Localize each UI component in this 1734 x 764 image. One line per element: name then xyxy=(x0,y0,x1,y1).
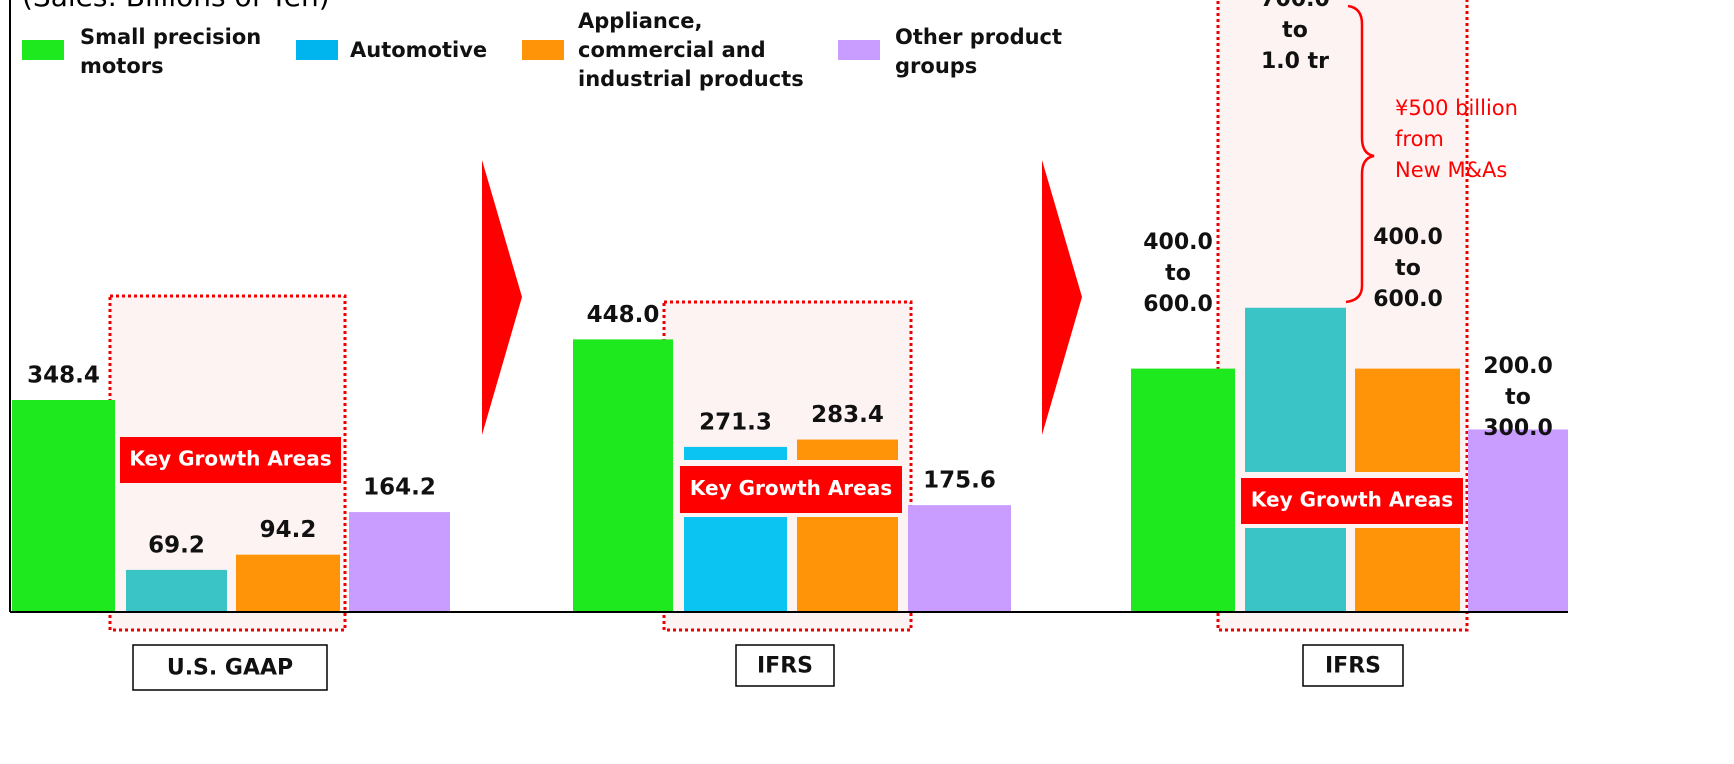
legend-label: Other product groups xyxy=(895,25,1069,78)
category-box xyxy=(132,644,328,691)
annotation: to xyxy=(1395,256,1421,281)
category-box xyxy=(1302,644,1404,687)
bar xyxy=(1468,429,1568,612)
annotation: 700.0 xyxy=(1260,0,1330,12)
legend-label-line: groups xyxy=(895,54,977,78)
annotation: ¥500 billion xyxy=(1395,96,1518,120)
data-label: 94.2 xyxy=(260,517,317,543)
legend-label-line: commercial and xyxy=(578,38,773,62)
annotation: 200.0 xyxy=(1483,354,1553,379)
x-tick-label: U.S. GAAP xyxy=(167,656,293,681)
data-label: 164.2 xyxy=(363,475,436,501)
highlight-label-box xyxy=(680,466,902,513)
annotation: 600.0 xyxy=(1373,287,1443,312)
bar xyxy=(349,512,450,612)
annotation: 1.0 tr xyxy=(1261,49,1329,74)
highlight-label-box xyxy=(120,437,341,483)
arrow xyxy=(1042,160,1082,435)
bar xyxy=(573,339,673,612)
legend-label-line: industrial products xyxy=(578,67,804,91)
highlight-label-box xyxy=(1241,478,1463,524)
annotation: New M&As xyxy=(1395,158,1507,182)
bar xyxy=(1245,307,1346,612)
annotation: to xyxy=(1165,261,1191,286)
data-label: 448.0 xyxy=(587,302,660,328)
annotation: 400.0 xyxy=(1143,230,1213,255)
legend-label-line: Automotive xyxy=(350,38,487,62)
legend-swatch xyxy=(522,40,564,60)
legend-label: Automotive xyxy=(350,38,487,62)
chart-title: (Sales: Billions of Yen) xyxy=(22,0,330,13)
arrow xyxy=(482,160,522,435)
annotation: from xyxy=(1395,127,1444,151)
category-box xyxy=(735,644,835,687)
legend-swatch xyxy=(22,40,64,60)
bar xyxy=(126,569,227,612)
data-label: 283.4 xyxy=(811,402,884,428)
annotation: 300.0 xyxy=(1483,416,1553,441)
bar xyxy=(236,554,340,612)
highlight-label: Key Growth Areas xyxy=(129,447,331,471)
annotation: to xyxy=(1282,18,1308,43)
x-tick-label: IFRS xyxy=(757,654,813,679)
legend-swatch xyxy=(296,40,338,60)
legend-label-line: Appliance, xyxy=(578,9,710,33)
data-label: 175.6 xyxy=(923,468,996,494)
highlight-label: Key Growth Areas xyxy=(690,476,892,500)
annotation: 400.0 xyxy=(1373,225,1443,250)
bar xyxy=(908,505,1011,612)
legend-label-line: Small precision xyxy=(80,25,269,49)
brace xyxy=(1345,4,1375,304)
highlight-label: Key Growth Areas xyxy=(1251,488,1453,512)
legend-label-line: motors xyxy=(80,54,164,78)
annotation: 600.0 xyxy=(1143,292,1213,317)
legend-label: Small precision motors xyxy=(80,25,269,78)
legend-label-line: Other product xyxy=(895,25,1069,49)
annotation: to xyxy=(1505,385,1531,410)
data-label: 69.2 xyxy=(148,532,205,558)
bar xyxy=(1131,368,1235,612)
legend-swatch xyxy=(838,40,880,60)
data-label: 348.4 xyxy=(27,362,100,388)
data-label: 271.3 xyxy=(699,409,772,435)
legend-label: Appliance, commercial and industrial pro… xyxy=(578,9,804,91)
x-tick-label: IFRS xyxy=(1325,654,1381,679)
bar xyxy=(12,399,115,612)
